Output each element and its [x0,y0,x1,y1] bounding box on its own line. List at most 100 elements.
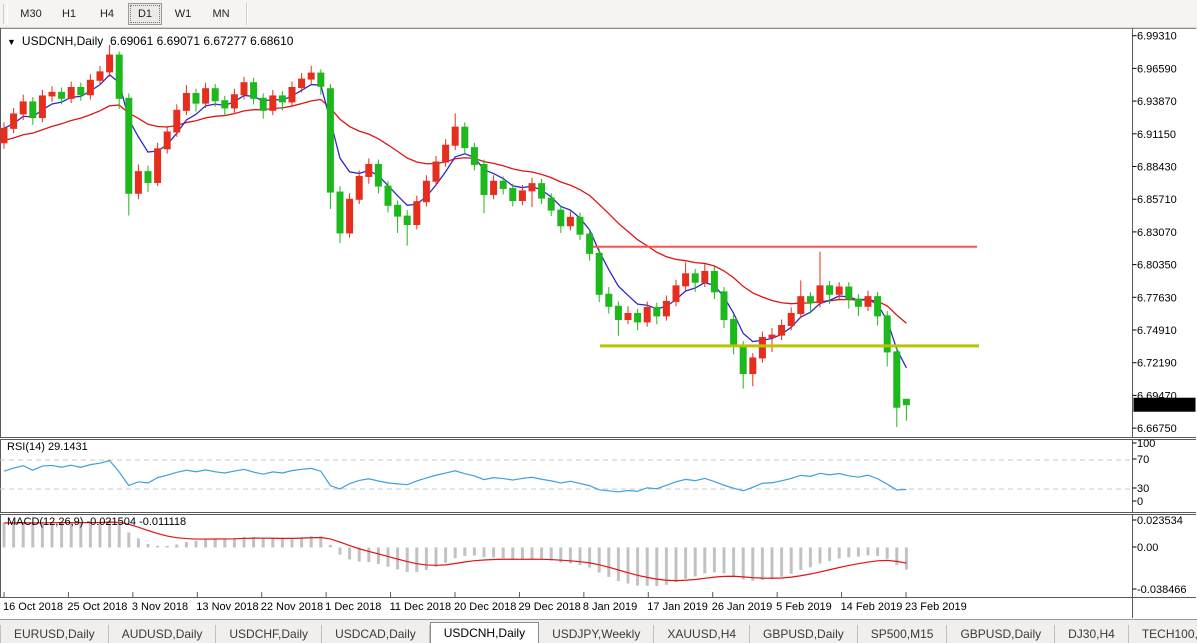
candle [374,163,382,187]
toolbar-separator [246,2,248,25]
date-axis[interactable]: 16 Oct 2018 25 Oct 2018 3 Nov 2018 13 Nov 2… [0,598,1197,618]
chart-tab-gbpusd-daily[interactable]: GBPUSD,Daily [947,625,1056,643]
timeframe-button-mn[interactable]: MN [212,7,230,20]
date-axis-label: 23 Feb 2019 [905,601,967,613]
rsi-axis-label: 70 [1137,454,1149,466]
price-axis-label: 6.96590 [1137,63,1177,75]
candle [48,91,56,97]
chart-tab-usdcnh-daily[interactable]: USDCNH,Daily [429,622,540,643]
chart-tab-bar: EURUSD,Daily AUDUSD,Daily USDCHF,Daily USDC… [0,619,1197,643]
candle [691,273,699,283]
candle [278,95,286,103]
candle [173,109,181,133]
price-axis-label: 6.74910 [1137,325,1177,337]
date-axis-label: 25 Oct 2018 [67,601,128,613]
candle [566,216,574,227]
date-axis-label: 5 Feb 2019 [776,601,832,613]
price-axis-label: 6.77630 [1137,292,1177,304]
date-axis-label: 20 Dec 2018 [454,601,517,613]
chart-tab-gbpusd-daily[interactable]: GBPUSD,Daily [750,625,858,643]
candle [778,325,786,336]
candle [557,209,565,227]
chart-tab-sp500-m15[interactable]: SP500,M15 [858,625,948,643]
candle [835,286,843,295]
rsi-axis-label: 100 [1137,439,1155,450]
candle [547,197,555,211]
chart-tab-dj30-h4[interactable]: DJ30,H4 [1055,625,1129,643]
candle [10,113,18,129]
macd-panel[interactable]: 0.023534 0.00 -0.038466 [0,514,1197,598]
candle [470,147,478,165]
candle [29,101,37,119]
date-axis-label: 22 Nov 2018 [260,601,324,613]
candle [365,163,373,177]
price-axis-label: 6.85710 [1137,194,1177,206]
candle [259,97,267,111]
chart-dropdown-icon[interactable]: ▼ [7,37,16,47]
timeframe-button-w1[interactable]: W1 [174,7,192,20]
candle [154,148,162,183]
candle [461,126,469,149]
candle [106,54,114,73]
candle [240,82,248,96]
candle [720,291,728,320]
candle [202,88,210,104]
candle [672,285,680,302]
candle [336,191,344,234]
price-axis-label: 6.88430 [1137,162,1177,174]
candle [211,88,219,102]
chart-tab-usdjpy-weekly[interactable]: USDJPY,Weekly [539,625,655,643]
candle [19,101,27,115]
candle [86,79,94,96]
macd-axis-label: 0.00 [1137,542,1158,554]
candle [634,312,642,323]
candle [442,144,450,163]
candle [182,93,190,111]
price-axis-label: 6.91150 [1137,129,1176,141]
candle [758,337,766,359]
candle [422,180,430,203]
chart-tab-eurusd-daily[interactable]: EURUSD,Daily [0,625,109,643]
candle [768,334,776,339]
timeframe-button-h1[interactable]: H1 [61,7,77,20]
candle [749,357,757,375]
timeframe-button-h4[interactable]: H4 [99,7,115,20]
price-axis-label: 6.83070 [1137,227,1177,239]
timeframe-button-m30[interactable]: M30 [20,7,42,20]
timeframe-toolbar: M30 H1 H4 D1 W1 MN [0,0,1197,28]
date-axis-label: 17 Jan 2019 [647,601,708,613]
candle [96,71,104,81]
candle [816,285,824,304]
candle [845,286,853,300]
candle [739,345,747,375]
candle [586,233,594,254]
candle [614,305,622,320]
candle [67,87,75,99]
chart-tab-usdcad-daily[interactable]: USDCAD,Daily [322,625,430,643]
candle [797,296,805,314]
candle [864,296,872,307]
candle [653,306,661,317]
price-chart[interactable]: 6.99310 6.96590 6.93870 6.91150 6.88430 6.857… [0,28,1197,438]
toolbar-grip[interactable] [3,3,8,24]
candle [643,306,651,323]
candle [58,91,66,99]
chart-tab-xauusd-h4[interactable]: XAUUSD,H4 [654,625,751,643]
date-axis-label: 13 Nov 2018 [196,601,259,613]
rsi-panel[interactable]: 100 70 300 [0,439,1197,513]
macd-axis-label: 0.023534 [1137,515,1183,527]
chart-tab-tech100-h[interactable]: TECH100,H [1129,625,1197,643]
candle [0,127,8,144]
date-axis-label: 29 Dec 2018 [518,601,581,613]
current-price-badge: 6.68610 [1137,400,1177,412]
candle [403,215,411,226]
chart-tab-usdchf-daily[interactable]: USDCHF,Daily [216,625,323,643]
rsi-indicator-label: RSI(14) 29.1431 [7,441,88,453]
chart-title: ▼ USDCNH,Daily 6.69061 6.69071 6.67277 6.… [7,34,293,48]
chart-tab-audusd-daily[interactable]: AUDUSD,Daily [109,625,217,643]
candle [538,183,546,199]
candle [346,198,354,234]
timeframe-button-d1[interactable]: D1 [128,2,162,25]
candle [384,185,392,206]
